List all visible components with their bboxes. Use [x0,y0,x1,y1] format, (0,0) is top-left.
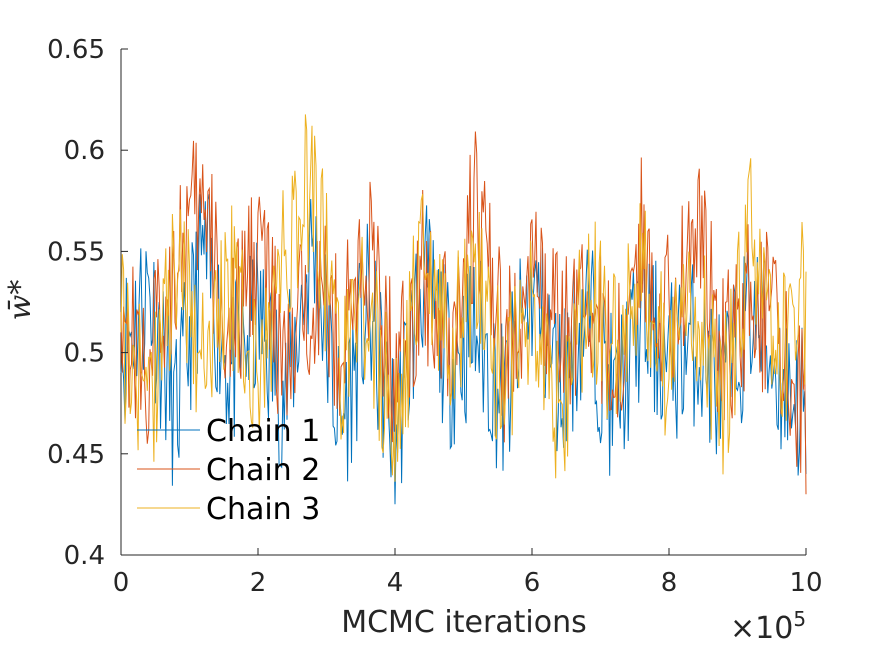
series-line-1 [120,193,807,505]
series-line-3 [120,114,807,482]
x-tick-label: 10 [789,568,822,598]
y-tick-label: 0.4 [64,541,105,571]
x-tick-label: 8 [661,568,678,598]
legend-label-1: Chain 1 [206,414,320,449]
x-axis-label: MCMC iterations [341,605,587,640]
x-axis-exponent: ×105 [730,607,806,645]
y-tick-label: 0.65 [47,35,105,65]
x-exponent-base: ×10 [730,611,793,645]
y-tick-label: 0.55 [47,237,105,267]
series-line-2 [120,131,807,495]
x-exponent-power: 5 [793,607,806,631]
y-tick-label: 0.5 [64,339,105,369]
legend-label-3: Chain 3 [206,492,320,527]
x-tick-label: 6 [524,568,541,598]
y-tick-label: 0.45 [47,440,105,470]
legend-label-2: Chain 2 [206,453,320,488]
y-tick-label: 0.6 [64,136,105,166]
legend: Chain 1 Chain 2 Chain 3 [137,414,320,527]
axes [120,49,806,556]
series-layer [120,114,807,505]
x-tick-label: 2 [250,568,267,598]
ticks: 0 2 4 6 8 10 0.4 0.45 0.5 0.55 0.6 0.65 [47,35,822,598]
x-tick-label: 0 [113,568,130,598]
x-tick-label: 4 [387,568,404,598]
y-axis-label: w̄* [3,280,38,321]
